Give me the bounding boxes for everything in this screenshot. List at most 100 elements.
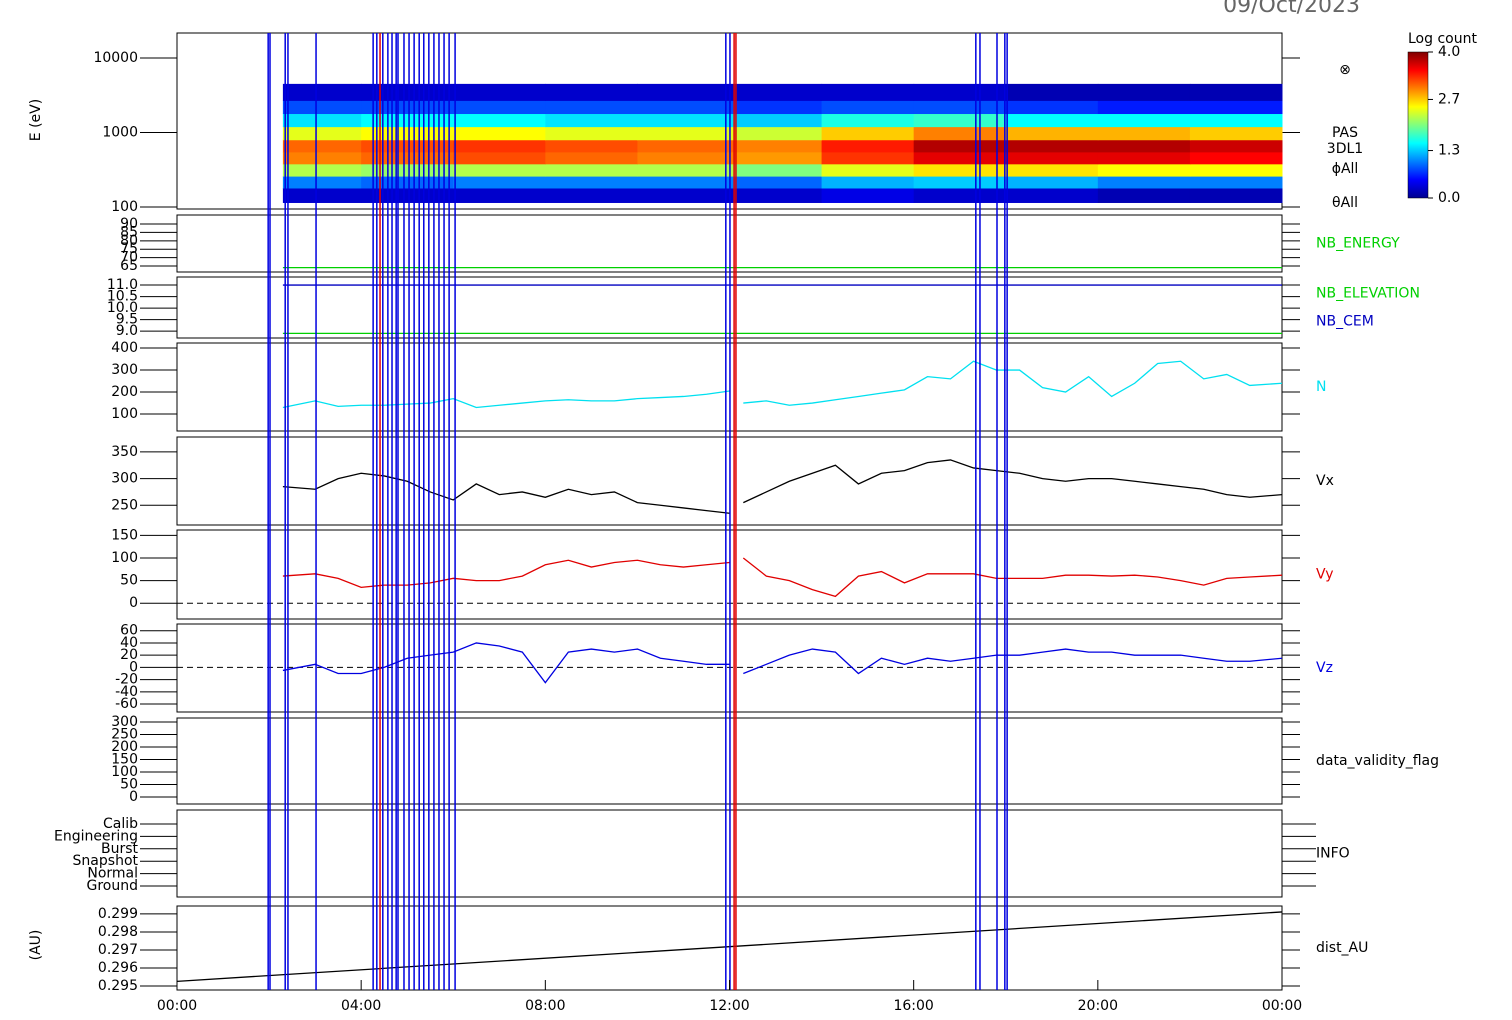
- y-tick-label: 0: [129, 659, 138, 675]
- heatmap-cell: [637, 83, 735, 101]
- heatmap-cell: [637, 139, 735, 153]
- heatmap-cell: [545, 139, 638, 153]
- y-tick-label: 50: [120, 777, 138, 793]
- y-tick-label: 200: [111, 739, 138, 755]
- y-axis-label: (AU): [28, 930, 44, 961]
- y-tick-label: 9.0: [116, 323, 138, 339]
- heatmap-cell: [282, 113, 362, 128]
- heatmap-cell: [453, 113, 546, 128]
- heatmap-cell: [1097, 176, 1191, 189]
- y-tick-label: 10000: [93, 50, 138, 66]
- y-tick-label: 70: [120, 250, 138, 266]
- heatmap-cell: [734, 83, 823, 101]
- y-tick-label: 300: [111, 714, 138, 730]
- y-tick-label: 0.296: [98, 960, 138, 976]
- heatmap-cell: [821, 113, 915, 128]
- heatmap-cell: [361, 113, 454, 128]
- y-tick-label: 60: [120, 623, 138, 639]
- heatmap-cell: [637, 163, 735, 177]
- y-tick-label: 100: [111, 764, 138, 780]
- heatmap-cell: [453, 100, 546, 115]
- heatmap-cell: [361, 139, 454, 153]
- heatmap-cell: [282, 187, 362, 203]
- heatmap-cell: [361, 176, 454, 189]
- series-label: NB_ELEVATION: [1316, 286, 1420, 302]
- y-tick-label: 0: [129, 789, 138, 805]
- y-tick-label: Calib: [103, 816, 138, 832]
- x-tick-label: 04:00: [341, 998, 381, 1014]
- heatmap-cell: [1005, 113, 1099, 128]
- y-tick-label: 20: [120, 647, 138, 663]
- x-tick-label: 00:00: [1262, 998, 1302, 1014]
- series-label: dist_AU: [1316, 940, 1368, 956]
- heatmap-cell: [1189, 163, 1283, 177]
- heatmap-cell: [545, 187, 638, 203]
- heatmap-cell: [821, 151, 915, 165]
- y-tick-label: 10.0: [107, 300, 138, 316]
- heatmap-cell: [453, 126, 546, 141]
- heatmap-cell: [1189, 83, 1283, 101]
- data-line: [282, 360, 1283, 409]
- y-tick-label: 10.5: [107, 289, 138, 305]
- heatmap-cell: [1005, 126, 1099, 141]
- y-tick-label: 0: [129, 595, 138, 611]
- heatmap-cell: [282, 176, 362, 189]
- heatmap-cell: [637, 113, 735, 128]
- heatmap-cell: [453, 176, 546, 189]
- heatmap-cell: [734, 113, 823, 128]
- heatmap-cell: [734, 163, 823, 177]
- y-tick-label: Snapshot: [73, 853, 139, 869]
- heatmap-cell: [637, 187, 735, 203]
- series-label: Vy: [1316, 567, 1334, 583]
- heatmap-cell: [1005, 176, 1099, 189]
- heatmap-cell: [361, 100, 454, 115]
- heatmap-cell: [282, 126, 362, 141]
- heatmap-cell: [821, 126, 915, 141]
- y-tick-label: -40: [115, 684, 138, 700]
- heatmap-cell: [913, 176, 1007, 189]
- heatmap-cell: [1097, 139, 1191, 153]
- y-tick-label: 85: [120, 224, 138, 240]
- heatmap-cell: [453, 151, 546, 165]
- annotation: ϕAll: [1332, 161, 1359, 177]
- heatmap-cell: [1005, 83, 1099, 101]
- colorbar-title: Log count: [1408, 31, 1477, 47]
- y-axis-label: E (eV): [28, 99, 44, 141]
- heatmap-cell: [821, 83, 915, 101]
- y-tick-label: 100: [111, 406, 138, 422]
- heatmap-cell: [453, 163, 546, 177]
- heatmap-cell: [282, 163, 362, 177]
- heatmap-cell: [1097, 163, 1191, 177]
- y-tick-label: 250: [111, 497, 138, 513]
- data-line: [282, 642, 1283, 684]
- x-tick-label: 00:00: [157, 998, 197, 1014]
- y-tick-label: Ground: [87, 878, 139, 894]
- heatmap-cell: [1005, 139, 1099, 153]
- series-label: Vx: [1316, 473, 1334, 489]
- heatmap-cell: [545, 163, 638, 177]
- y-tick-label: 0.299: [98, 906, 138, 922]
- series-label: NB_ENERGY: [1316, 236, 1400, 252]
- heatmap-cell: [1005, 100, 1099, 115]
- heatmap-cell: [821, 100, 915, 115]
- colorbar-tick-label: 2.7: [1438, 91, 1460, 107]
- heatmap-cell: [1189, 100, 1283, 115]
- heatmap-cell: [637, 100, 735, 115]
- colorbar: [1407, 51, 1429, 199]
- heatmap-cell: [913, 139, 1007, 153]
- y-tick-label: 400: [111, 340, 138, 356]
- y-tick-label: 11.0: [107, 277, 138, 293]
- heatmap-cell: [1189, 126, 1283, 141]
- y-tick-label: 100: [111, 199, 138, 215]
- heatmap-cell: [1097, 187, 1191, 203]
- annotation: ⊗: [1339, 62, 1351, 78]
- y-tick-label: 150: [111, 752, 138, 768]
- heatmap-cell: [545, 176, 638, 189]
- y-tick-label: 0.297: [98, 942, 138, 958]
- y-tick-label: 80: [120, 233, 138, 249]
- y-tick-label: 300: [111, 471, 138, 487]
- heatmap-cell: [913, 151, 1007, 165]
- y-tick-label: 90: [120, 216, 138, 232]
- heatmap-cell: [282, 100, 362, 115]
